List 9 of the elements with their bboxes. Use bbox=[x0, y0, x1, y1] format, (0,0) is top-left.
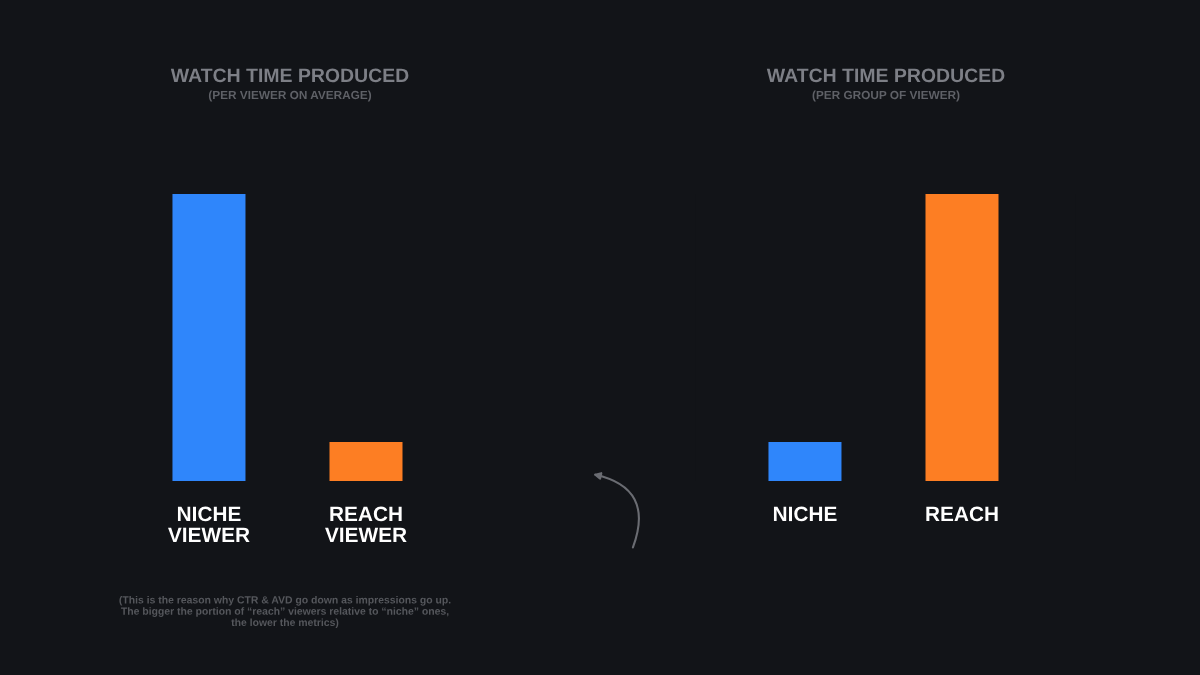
x-tick-label: REACH VIEWER bbox=[325, 506, 407, 543]
text: (This is the reason why CTR & AVD go down as impressions go up. The bigger the portion of “reach” viewers relative to “niche” ones, the lower the metrics) bbox=[119, 595, 451, 629]
x-tick-label: REACH bbox=[926, 506, 998, 522]
chart-subtitle: (PER VIEWER ON AVERAGE) bbox=[208, 90, 372, 102]
chart-title: WATCH TIME PRODUCED bbox=[766, 68, 1005, 83]
x-tick-label: NICHE VIEWER bbox=[168, 506, 250, 543]
x-tick-label: NICHE bbox=[773, 506, 837, 522]
chart-subtitle: (PER GROUP OF VIEWER) bbox=[812, 90, 960, 102]
chart-title: WATCH TIME PRODUCED bbox=[170, 68, 409, 83]
